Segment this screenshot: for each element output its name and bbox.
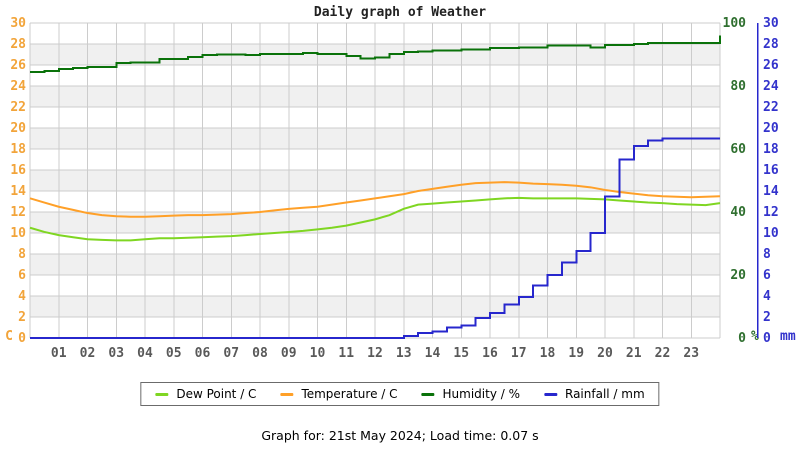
axis-tick-label: 15: [453, 346, 469, 361]
axis-tick-label: 05: [166, 346, 182, 361]
legend-label: Temperature / C: [301, 387, 398, 401]
axis-tick-label: 20: [597, 346, 613, 361]
axis-tick-label: 21: [626, 346, 642, 361]
axis-tick-label: 18: [10, 142, 26, 157]
axis-tick-label: 20: [730, 268, 746, 283]
axis-tick-label: 10: [10, 226, 26, 241]
axis-tick-label: 4: [763, 289, 771, 304]
page-title: Daily graph of Weather: [313, 5, 487, 20]
axis-tick-label: 2: [18, 310, 26, 325]
axis-tick-label: 13: [396, 346, 412, 361]
axis-tick-label: 10: [310, 346, 326, 361]
legend-item-humidity: Humidity / %: [421, 387, 520, 401]
series-humidity: [30, 35, 721, 74]
axis-tick-label: 14: [425, 346, 441, 361]
axis-tick-label: %: [751, 329, 759, 344]
axis-tick-label: 12: [10, 205, 26, 220]
axis-tick-label: 6: [763, 268, 771, 283]
legend-label: Rainfall / mm: [565, 387, 645, 401]
legend-label: Humidity / %: [442, 387, 520, 401]
axis-tick-label: 40: [730, 205, 746, 220]
axis-tick-label: 100: [723, 16, 747, 31]
temperature-swatch-icon: [280, 392, 294, 396]
axis-tick-label: 8: [18, 247, 26, 262]
axis-tick-label: 28: [10, 37, 26, 52]
legend-label: Dew Point / C: [176, 387, 257, 401]
axis-tick-label: 24: [763, 79, 779, 94]
axis-tick-label: 60: [730, 142, 746, 157]
axis-tick-label: 23: [683, 346, 699, 361]
series-temperature: [29, 181, 721, 218]
axis-tick-label: 24: [10, 79, 26, 94]
series-rainfall: [30, 137, 720, 339]
axis-tick-label: 10: [763, 226, 779, 241]
axis-tick-label: 11: [338, 346, 354, 361]
axis-tick-label: 04: [137, 346, 153, 361]
axis-tick-label: mm: [780, 329, 796, 344]
axis-tick-label: 80: [730, 79, 746, 94]
axis-tick-label: 14: [10, 184, 26, 199]
legend-item-dew-point: Dew Point / C: [155, 388, 256, 400]
axis-tick-label: 16: [763, 163, 779, 178]
axis-tick-label: 6: [18, 268, 26, 283]
axis-tick-label: 4: [18, 289, 26, 304]
axis-tick-label: 02: [80, 346, 96, 361]
gridlines: [29, 22, 721, 339]
axis-tick-label: 2: [763, 310, 771, 325]
axis-tick-label: 17: [511, 346, 527, 361]
humidity-swatch-icon: [421, 392, 435, 396]
rainfall-swatch-icon: [544, 392, 557, 396]
axis-tick-label: 22: [763, 100, 779, 115]
axis-tick-label: 18: [540, 346, 556, 361]
axis-tick-label: 30: [10, 16, 26, 31]
axis-tick-label: 0: [738, 331, 746, 346]
right-axis-percent: 0 20 40 60 80 100%: [723, 16, 759, 346]
axis-tick-label: 01: [51, 346, 67, 361]
axis-tick-label: 0: [18, 331, 26, 346]
axis-tick-label: 8: [763, 247, 771, 262]
axis-tick-label: 0: [763, 331, 771, 346]
axis-tick-label: 16: [482, 346, 498, 361]
axis-tick-label: 26: [763, 58, 779, 73]
axis-tick-label: 16: [10, 163, 26, 178]
axis-tick-label: 22: [655, 346, 671, 361]
axis-tick-label: 14: [763, 184, 779, 199]
axis-tick-label: 19: [568, 346, 584, 361]
axis-tick-label: 20: [763, 121, 779, 136]
axis-tick-label: 18: [763, 142, 779, 157]
axis-tick-label: 30: [763, 16, 779, 31]
axis-tick-label: 06: [195, 346, 211, 361]
axis-tick-label: 03: [108, 346, 124, 361]
axis-tick-label: 28: [763, 37, 779, 52]
axis-tick-label: 12: [763, 205, 779, 220]
dew-point-swatch-icon: [155, 392, 169, 396]
axis-tick-label: C: [5, 329, 13, 344]
axis-tick-label: 20: [10, 121, 26, 136]
x-axis-hours: 01 02 03 04 05 06 07 08 09 10 11 12 13 14 15 16 17 18 19 20…: [51, 346, 699, 361]
axis-tick-label: 26: [10, 58, 26, 73]
legend: Dew Point / C Temperature / C Humidity /…: [140, 382, 660, 406]
axis-tick-label: 07: [223, 346, 239, 361]
legend-item-temperature: Temperature / C: [280, 387, 398, 401]
axis-tick-label: 22: [10, 100, 26, 115]
legend-item-rainfall: Rainfall / mm: [544, 388, 645, 400]
footer-caption: Graph for: 21st May 2024; Load time: 0.0…: [261, 428, 539, 443]
axis-tick-label: 09: [281, 346, 297, 361]
axis-tick-label: 08: [252, 346, 268, 361]
axis-tick-label: 12: [367, 346, 383, 361]
